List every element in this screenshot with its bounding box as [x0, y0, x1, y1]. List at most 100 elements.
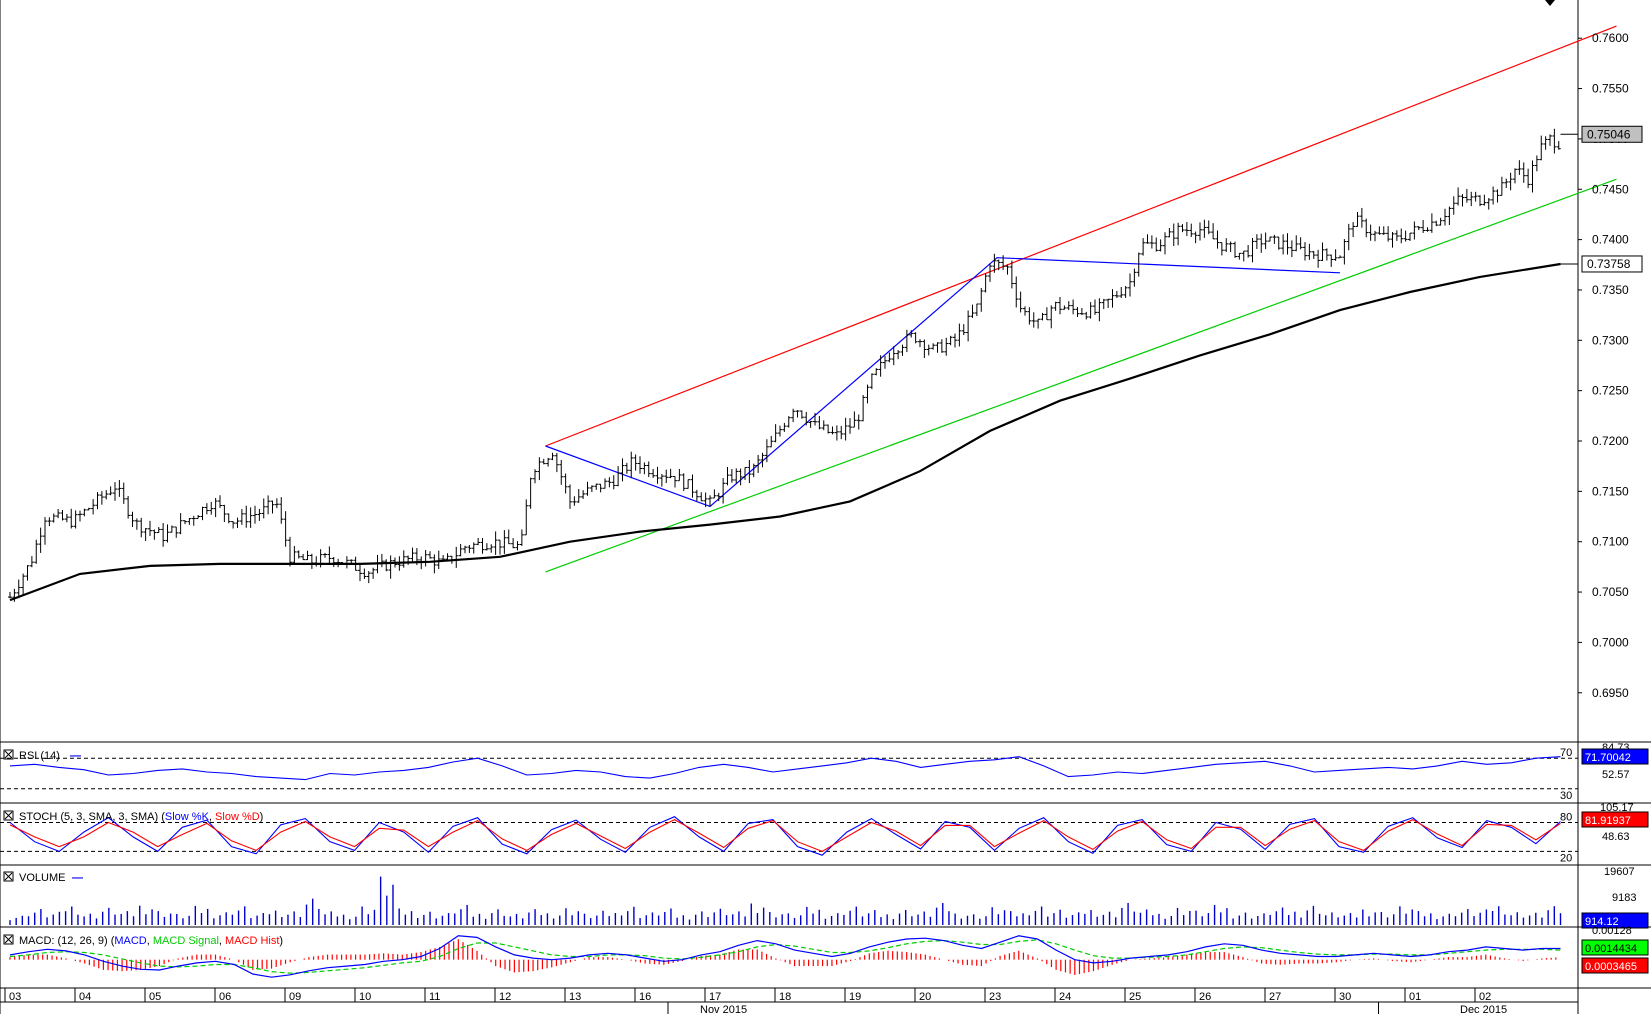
macd-close-icon[interactable]: [3, 934, 14, 945]
volume-last-value: 914.12: [1585, 916, 1619, 928]
trendline-upper_channel: [545, 25, 1617, 447]
macd-last-value-badge: [1581, 939, 1649, 956]
scroll-marker-icon[interactable]: [1545, 0, 1555, 6]
x-tick-label: 09: [289, 991, 301, 1003]
x-tick-label: 02: [1479, 991, 1491, 1003]
x-tick-label: 13: [569, 991, 581, 1003]
stoch-k-label: Slow %K: [165, 811, 210, 823]
macd-close-icon-cross: [4, 935, 13, 944]
price-tick-label: 0.7450: [1592, 182, 1629, 196]
month-label: Dec 2015: [1460, 1004, 1507, 1014]
month-label: Nov 2015: [700, 1004, 747, 1014]
stoch-last-value-badge: [1581, 811, 1649, 828]
volume-title-text: VOLUME: [19, 872, 65, 884]
volume-legend-swatch: —: [72, 872, 83, 884]
x-tick-label: 05: [149, 991, 161, 1003]
moving-average-line: [9, 262, 1561, 602]
volume-tick-label: 19607: [1604, 866, 1635, 878]
rsi-level-label: 70: [1560, 747, 1572, 759]
price-tick-label: 0.6950: [1592, 686, 1629, 700]
rsi-title-text: RSI (14): [19, 750, 60, 762]
volume-last-value-badge: [1581, 912, 1649, 929]
price-tick-label: 0.7350: [1592, 283, 1629, 297]
x-tick-label: 04: [79, 991, 91, 1003]
trendline-pattern_lines: [545, 257, 1341, 508]
trendline-lower_channel: [545, 178, 1617, 573]
macd-signal-label: MACD Signal: [153, 935, 219, 947]
price-tick-label: 0.7050: [1592, 585, 1629, 599]
rsi-legend-swatch: —: [70, 750, 81, 762]
volume-title: VOLUME —: [3, 871, 83, 884]
stoch-tick-label: 105.17: [1600, 802, 1634, 814]
price-tick-label: 0.7400: [1592, 233, 1629, 247]
macd-hist-label: MACD Hist: [225, 935, 279, 947]
macd-label: MACD: [114, 935, 146, 947]
macd-sep2: ,: [219, 935, 225, 947]
macd-sep1: ,: [147, 935, 153, 947]
price-tick-label: 0.7200: [1592, 434, 1629, 448]
volume-close-icon-cross: [4, 872, 13, 881]
macd-hist-last-value-badge: [1581, 957, 1649, 974]
x-tick-label: 12: [499, 991, 511, 1003]
x-tick-label: 01: [1409, 991, 1421, 1003]
x-tick-label: 17: [709, 991, 721, 1003]
price-tick-label: 0.7000: [1592, 635, 1629, 649]
stoch-close-icon-cross: [4, 811, 13, 820]
macd-last-value: 0.0014434: [1585, 943, 1637, 955]
ma-value-badge: [1581, 255, 1643, 273]
last-price-badge: [1581, 125, 1643, 143]
price-tick-label: 0.7150: [1592, 484, 1629, 498]
rsi-last-value: 71.70042: [1585, 752, 1631, 764]
x-tick-label: 23: [989, 991, 1001, 1003]
stoch-title: STOCH (5, 3, SMA, 3, SMA) (Slow %K, Slow…: [3, 810, 263, 823]
x-tick-label: 26: [1199, 991, 1211, 1003]
stoch-level-label: 80: [1560, 811, 1572, 823]
stoch-title-suffix: ): [260, 811, 264, 823]
x-tick-label: 11: [429, 991, 440, 1003]
stoch-d-line: [9, 818, 1561, 853]
price-tick-label: 0.7600: [1592, 31, 1629, 45]
rsi-level-label: 30: [1560, 790, 1572, 802]
rsi-tick-label: 52.57: [1602, 769, 1630, 781]
x-tick-label: 18: [779, 991, 791, 1003]
rsi-line: [9, 756, 1561, 781]
stoch-close-icon[interactable]: [3, 810, 14, 821]
ma-value-label: 0.73758: [1587, 257, 1631, 271]
volume-tick-label: 9183: [1612, 892, 1636, 904]
last-price-label: 0.75046: [1587, 127, 1631, 141]
x-tick-label: 10: [359, 991, 371, 1003]
macd-title-suffix: ): [279, 935, 283, 947]
stoch-k-line: [9, 816, 1561, 856]
macd-overlap-label: 0.00128: [1592, 925, 1632, 937]
stoch-title-prefix: STOCH (5, 3, SMA, 3, SMA) (: [19, 811, 165, 823]
price-tick-label: 0.7100: [1592, 535, 1629, 549]
x-tick-label: 16: [639, 991, 651, 1003]
stoch-title-text: STOCH (5, 3, SMA, 3, SMA) (Slow %K, Slow…: [19, 811, 263, 823]
x-tick-label: 06: [219, 991, 231, 1003]
x-tick-label: 25: [1129, 991, 1141, 1003]
x-tick-label: 03: [9, 991, 21, 1003]
rsi-last-value-badge: [1581, 748, 1649, 765]
macd-title-prefix: MACD: (12, 26, 9) (: [19, 935, 115, 947]
stoch-level-label: 20: [1560, 852, 1572, 864]
macd-title-text: MACD: (12, 26, 9) (MACD, MACD Signal, MA…: [19, 935, 283, 947]
x-tick-label: 19: [849, 991, 861, 1003]
stoch-sep: ,: [209, 811, 215, 823]
macd-hist-last-value: 0.0003465: [1585, 961, 1637, 973]
volume-close-icon[interactable]: [3, 871, 14, 882]
x-tick-label: 27: [1269, 991, 1281, 1003]
rsi-title: RSI (14) —: [3, 749, 81, 762]
macd-title: MACD: (12, 26, 9) (MACD, MACD Signal, MA…: [3, 934, 283, 947]
rsi-close-icon-cross: [4, 750, 13, 759]
x-tick-label: 24: [1059, 991, 1071, 1003]
x-tick-label: 30: [1339, 991, 1351, 1003]
price-tick-label: 0.7250: [1592, 384, 1629, 398]
rsi-close-icon[interactable]: [3, 749, 14, 760]
macd-signal-line: [9, 939, 1561, 974]
macd-line: [9, 935, 1561, 978]
price-tick-label: 0.7550: [1592, 82, 1629, 96]
price-tick-label: 0.7300: [1592, 333, 1629, 347]
stoch-d-label: Slow %D: [215, 811, 260, 823]
